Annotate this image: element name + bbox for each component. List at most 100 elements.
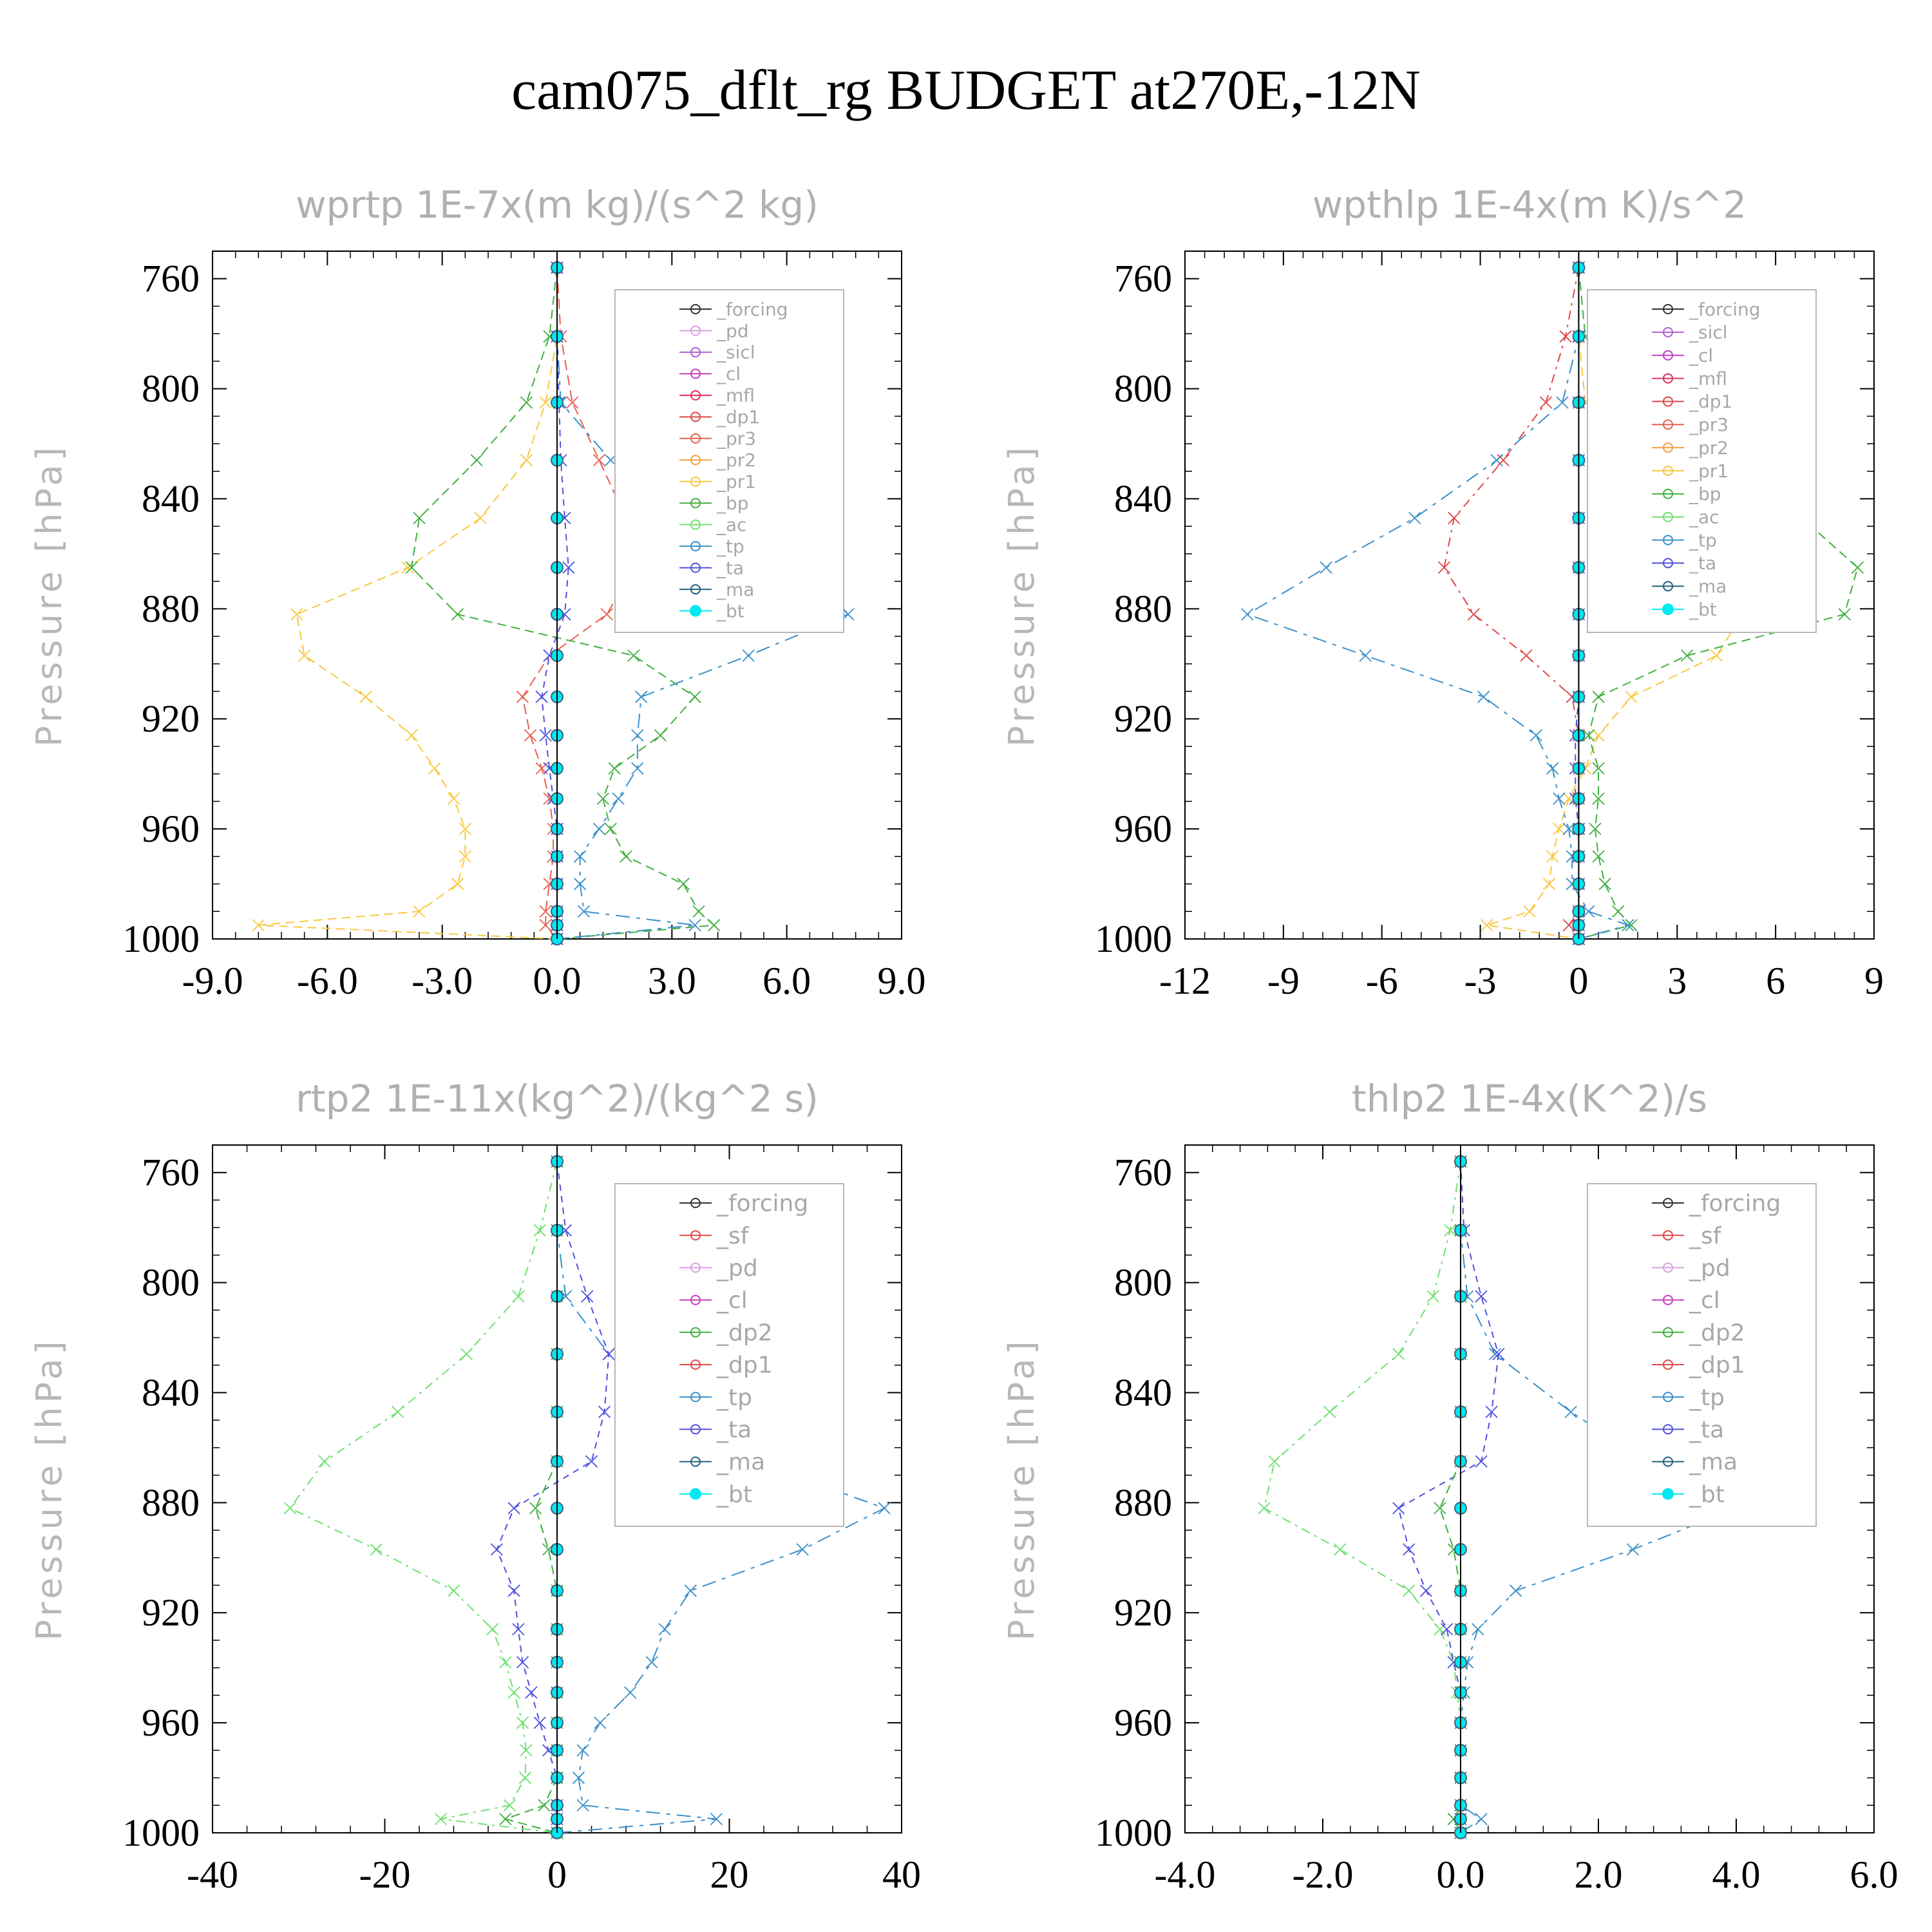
data-point — [658, 1623, 671, 1636]
data-point — [413, 905, 426, 918]
data-point — [1440, 1623, 1454, 1636]
data-point — [524, 729, 537, 742]
data-point — [1434, 1502, 1446, 1515]
data-point — [1497, 454, 1510, 467]
legend-marker — [690, 562, 701, 573]
plot-frame — [1184, 251, 1875, 940]
legend-entry: _tp — [716, 536, 744, 557]
legend-marker — [690, 390, 701, 401]
data-point — [520, 1744, 533, 1757]
y-tick-label: 960 — [142, 1701, 200, 1744]
x-tick-label: -6.0 — [297, 960, 358, 1002]
y-tick-label: 800 — [1114, 368, 1172, 410]
y-tick-label: 880 — [142, 1481, 200, 1524]
data-point — [1556, 396, 1569, 409]
legend-marker — [690, 455, 701, 466]
data-point — [1523, 905, 1536, 918]
x-tick-label: -12 — [1159, 960, 1211, 1002]
panel-1: wprtp 1E-7x(m kg)/(s^2 kg) Pressure [hPa]… — [29, 183, 926, 1002]
y-tick-label: 920 — [1114, 1591, 1172, 1634]
data-point — [1542, 877, 1556, 891]
legend-marker — [690, 541, 701, 552]
legend-entry: _forcing — [1689, 299, 1761, 320]
legend-entry: _pr2 — [716, 450, 756, 471]
legend-entry: _cl — [716, 1287, 748, 1314]
data-point — [1448, 511, 1461, 525]
legend-marker — [690, 304, 701, 314]
legend-entry: _dp1 — [716, 1352, 773, 1379]
series-line — [1439, 1161, 1461, 1833]
data-point — [596, 792, 609, 805]
data-point — [447, 1584, 460, 1597]
data-point — [520, 396, 533, 409]
legend-marker — [1663, 466, 1673, 476]
data-point — [1323, 1405, 1336, 1419]
data-point — [1488, 1348, 1502, 1361]
legend-entry: _bt — [716, 600, 744, 621]
legend-entry: _dp1 — [1689, 391, 1732, 412]
data-point — [1530, 729, 1542, 742]
data-point — [878, 1502, 891, 1515]
data-point — [602, 1348, 615, 1361]
data-point — [710, 1813, 723, 1826]
data-point — [612, 792, 625, 805]
data-point — [1710, 649, 1723, 662]
legend-box — [1587, 289, 1817, 633]
data-point — [1592, 690, 1605, 703]
data-point — [252, 919, 265, 932]
data-point — [451, 608, 464, 621]
legend-entry: _sicl — [1689, 322, 1728, 343]
legend-entry: _mfl — [1689, 368, 1727, 389]
legend: _forcing _sf _pd _cl _dp2 _dp1 _tp _ta _ma _bt — [614, 1183, 844, 1527]
legend-entry: _sf — [1689, 1223, 1722, 1249]
y-tick-label: 840 — [1114, 1371, 1172, 1414]
data-point — [576, 1744, 589, 1757]
data-point — [576, 1799, 589, 1812]
data-point — [1392, 1348, 1405, 1361]
legend-marker — [690, 368, 701, 379]
y-tick-label: 880 — [1114, 587, 1172, 630]
x-tick-label: 3 — [1667, 960, 1687, 1002]
series-tp — [1241, 261, 1634, 945]
series-ta — [490, 1155, 615, 1839]
y-tick-label: 760 — [1114, 258, 1172, 300]
data-point — [1475, 1290, 1488, 1303]
data-point — [585, 1455, 598, 1468]
data-point — [533, 1716, 546, 1729]
y-tick-label: 1000 — [122, 1812, 200, 1854]
data-point — [512, 1290, 525, 1303]
series-ta — [1392, 1155, 1505, 1839]
legend: _forcing_pd_sicl_cl_mfl_dp1_pr3_pr2_pr1_… — [614, 289, 844, 633]
x-tick-label: -9 — [1267, 960, 1300, 1002]
data-point — [405, 561, 418, 574]
data-point — [592, 822, 606, 835]
series-line — [1245, 267, 1631, 940]
legend-entry: _dp1 — [1689, 1352, 1745, 1379]
legend-entry: _sicl — [716, 342, 755, 363]
data-point — [635, 690, 648, 703]
data-point — [1408, 511, 1421, 525]
data-point — [1592, 729, 1605, 742]
data-point — [1625, 690, 1638, 703]
x-tick-label: 9.0 — [878, 960, 926, 1002]
data-point — [1562, 822, 1575, 835]
data-point — [490, 1543, 504, 1556]
data-point — [1611, 905, 1625, 918]
x-tick-label: 0 — [547, 1853, 567, 1896]
y-tick-label: 960 — [1114, 808, 1172, 850]
data-point — [600, 608, 613, 621]
data-point — [486, 1623, 499, 1636]
data-point — [470, 454, 483, 467]
data-point — [1434, 1623, 1446, 1636]
data-point — [1485, 1405, 1498, 1419]
legend-entry: _ac — [1689, 507, 1719, 528]
y-tick-label: 840 — [142, 1371, 200, 1414]
legend-marker — [1663, 1294, 1673, 1305]
data-point — [688, 690, 701, 703]
data-point — [1392, 1502, 1405, 1515]
data-point — [631, 762, 644, 775]
y-tick-label: 960 — [1114, 1701, 1172, 1744]
x-tick-label: 3.0 — [648, 960, 696, 1002]
legend-marker — [690, 1198, 701, 1208]
legend-marker — [690, 476, 701, 487]
